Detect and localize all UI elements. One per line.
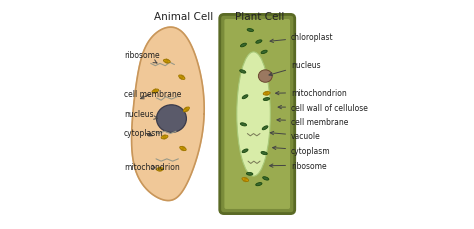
FancyBboxPatch shape [220,15,295,214]
FancyBboxPatch shape [224,19,291,210]
Ellipse shape [237,53,270,176]
Text: ribosome: ribosome [124,50,159,64]
Ellipse shape [255,183,262,186]
Ellipse shape [164,60,170,64]
Ellipse shape [246,173,253,175]
Ellipse shape [240,71,246,74]
Ellipse shape [156,168,164,171]
Ellipse shape [263,98,270,101]
Ellipse shape [179,76,185,80]
Text: nucleus: nucleus [124,110,157,120]
Ellipse shape [242,149,248,153]
Text: ribosome: ribosome [270,161,327,170]
Text: cytoplasm: cytoplasm [273,146,331,155]
Ellipse shape [256,41,262,44]
Ellipse shape [180,147,186,151]
Ellipse shape [240,44,246,48]
Text: cell membrane: cell membrane [124,89,181,99]
Text: cell wall of cellulose: cell wall of cellulose [278,103,368,112]
Ellipse shape [261,152,267,155]
Ellipse shape [183,108,190,112]
Text: cell membrane: cell membrane [277,117,348,126]
Polygon shape [132,28,204,201]
Ellipse shape [263,177,269,180]
Ellipse shape [156,105,186,133]
Text: Plant Cell: Plant Cell [235,11,285,21]
Text: mitochondrion: mitochondrion [124,163,180,172]
Text: mitochondrion: mitochondrion [275,88,347,97]
Ellipse shape [161,136,168,139]
Ellipse shape [242,178,248,182]
Text: chloroplast: chloroplast [270,33,334,43]
Ellipse shape [240,123,246,126]
Ellipse shape [242,95,248,99]
Ellipse shape [258,71,272,83]
Text: cytoplasm: cytoplasm [124,128,164,137]
Ellipse shape [263,92,270,95]
Ellipse shape [262,126,268,130]
Text: Animal Cell: Animal Cell [155,11,214,21]
Text: nucleus: nucleus [269,61,321,76]
Ellipse shape [261,51,267,54]
Text: vacuole: vacuole [270,132,321,141]
Ellipse shape [247,30,254,32]
Ellipse shape [152,90,159,93]
